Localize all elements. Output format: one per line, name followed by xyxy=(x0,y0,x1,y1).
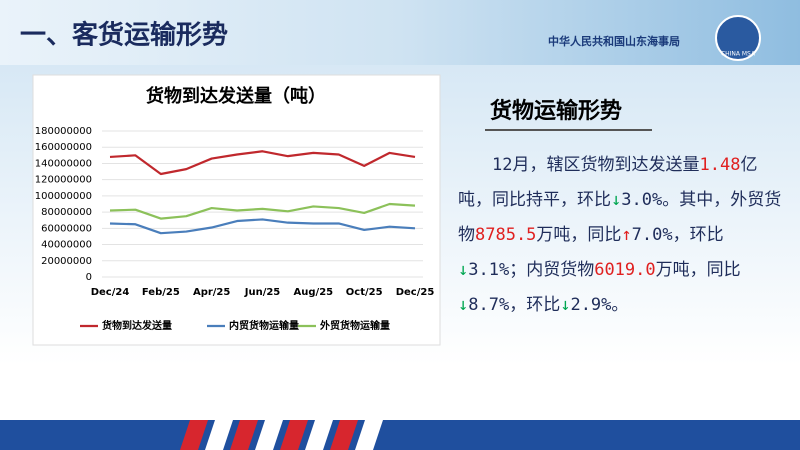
legend-label: 货物到达发送量 xyxy=(102,319,172,332)
text-segment: 8.7% xyxy=(468,295,510,315)
text-segment: 12月，辖区货物到达发送量 xyxy=(492,155,700,175)
slide-title: 一、客货运输形势 xyxy=(20,20,228,51)
summary-text: 12月，辖区货物到达发送量1.48亿吨，同比持平，环比↓3.0%。其中，外贸货物… xyxy=(458,148,783,323)
text-segment: 2.9% xyxy=(570,295,612,315)
footer-stripes xyxy=(180,420,383,450)
y-tick-label: 140000000 xyxy=(35,158,92,169)
y-tick-label: 60000000 xyxy=(41,223,92,234)
text-segment: 6019.0 xyxy=(594,260,656,280)
x-tick-label: Aug/25 xyxy=(294,287,334,298)
legend-label: 外贸货物运输量 xyxy=(319,319,390,332)
chart-title: 货物到达发送量（吨） xyxy=(146,85,326,107)
text-segment: ↓ xyxy=(560,295,571,315)
text-segment: 万吨，同比 xyxy=(655,260,741,280)
text-segment: 7.0% xyxy=(631,225,673,245)
text-segment: ↓ xyxy=(611,190,622,210)
org-name: 中华人民共和国山东海事局 xyxy=(548,34,680,48)
text-segment: 1.48 xyxy=(699,155,741,175)
x-tick-label: Feb/25 xyxy=(142,287,180,298)
legend-label: 内贸货物运输量 xyxy=(229,319,299,332)
text-segment: ↓ xyxy=(458,260,469,280)
text-segment: 。其中，外贸货物 xyxy=(458,190,782,245)
x-tick-label: Dec/25 xyxy=(396,287,435,298)
text-heading: 货物运输形势 xyxy=(490,98,622,124)
series-line xyxy=(109,218,416,235)
footer-band xyxy=(0,420,800,450)
y-tick-label: 20000000 xyxy=(41,256,92,267)
y-tick-label: 40000000 xyxy=(41,240,92,251)
text-segment: 万吨，同比 xyxy=(536,225,622,245)
header-band xyxy=(0,0,800,65)
text-segment: 3.1% xyxy=(468,260,510,280)
series-line xyxy=(109,202,416,220)
text-segment: 8785.5 xyxy=(475,225,537,245)
y-tick-label: 120000000 xyxy=(35,175,92,186)
text-segment: 。 xyxy=(611,295,629,315)
y-tick-label: 160000000 xyxy=(35,142,92,153)
text-segment: ；内贸货物 xyxy=(509,260,595,280)
y-tick-label: 180000000 xyxy=(35,126,92,137)
text-segment: ↑ xyxy=(621,225,632,245)
y-tick-label: 80000000 xyxy=(41,207,92,218)
text-segment: ↓ xyxy=(458,295,469,315)
text-segment: ，环比 xyxy=(509,295,561,315)
logo xyxy=(715,15,761,61)
x-tick-label: Oct/25 xyxy=(346,287,383,298)
series-line xyxy=(109,150,416,176)
logo-text: CHINA MSA xyxy=(721,51,756,58)
text-segment: 亿吨，同比持平，环比 xyxy=(458,155,758,210)
x-tick-label: Apr/25 xyxy=(193,287,230,298)
text-segment: ，环比 xyxy=(672,225,724,245)
y-tick-label: 100000000 xyxy=(35,191,92,202)
y-tick-label: 0 xyxy=(86,272,92,283)
x-tick-label: Jun/25 xyxy=(244,287,281,298)
x-tick-label: Dec/24 xyxy=(91,287,130,298)
text-segment: 3.0% xyxy=(621,190,663,210)
